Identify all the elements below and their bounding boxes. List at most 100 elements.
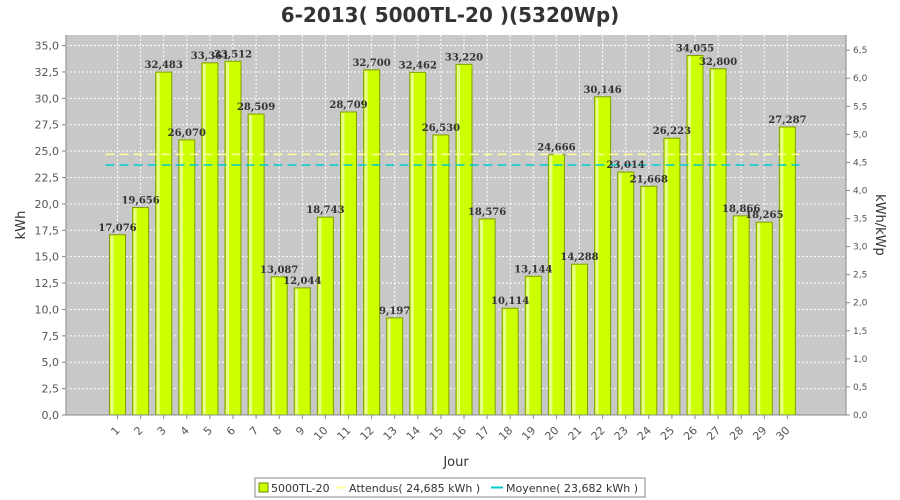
x-tick-label-7: 7 xyxy=(247,424,261,438)
bar-highlight-day-7 xyxy=(249,115,253,415)
bar-highlight-day-26 xyxy=(688,56,691,415)
data-label-day-13: 9,197 xyxy=(379,306,410,317)
y-tick-label-14: 35,0 xyxy=(35,40,60,53)
data-label-day-8: 13,087 xyxy=(260,265,298,276)
x-tick-label-3: 3 xyxy=(155,424,169,438)
bar-highlight-day-9 xyxy=(295,288,299,414)
chart-title: 6-2013( 5000TL-20 )(5320Wp) xyxy=(281,3,620,27)
data-label-day-1: 17,076 xyxy=(98,223,136,234)
bar-highlight-day-12 xyxy=(364,70,368,414)
bar-highlight-day-13 xyxy=(387,318,391,414)
data-label-day-5: 33,361 xyxy=(191,51,229,62)
bar-highlight-day-3 xyxy=(156,73,160,414)
x-tick-label-8: 8 xyxy=(270,424,284,438)
bar-highlight-day-6 xyxy=(226,62,229,415)
y-tick-label-4: 10,0 xyxy=(35,303,60,316)
x-tick-label-21: 21 xyxy=(566,424,585,443)
data-label-day-16: 33,220 xyxy=(445,52,483,63)
y-axis-ticks: 0,0 2,5 5,0 7,5 10,0 12,5 15,0 17,5 20,0 22,5 25,0… xyxy=(35,40,66,422)
data-label-day-14: 32,462 xyxy=(399,60,437,71)
x-tick-label-23: 23 xyxy=(612,424,631,443)
bar-highlight-day-10 xyxy=(318,218,322,414)
y-right-tick-label-1: 0,5 xyxy=(853,383,867,393)
x-tick-label-15: 15 xyxy=(427,424,446,443)
x-tick-label-9: 9 xyxy=(293,424,307,438)
data-label-day-4: 26,070 xyxy=(168,128,206,139)
y-tick-label-11: 27,5 xyxy=(35,119,60,132)
x-tick-label-30: 30 xyxy=(773,424,792,443)
x-tick-label-26: 26 xyxy=(681,424,700,443)
x-tick-label-24: 24 xyxy=(635,424,654,443)
y-right-tick-label-0: 0,0 xyxy=(853,411,868,421)
x-tick-label-28: 28 xyxy=(727,424,746,443)
x-tick-label-18: 18 xyxy=(496,424,515,443)
data-label-day-21: 14,288 xyxy=(560,252,598,263)
y-tick-label-3: 7,5 xyxy=(42,330,60,343)
bar-highlight-day-16 xyxy=(457,65,460,414)
data-label-day-7: 28,509 xyxy=(237,102,275,113)
y-right-tick-label-10: 5,0 xyxy=(853,130,868,140)
x-tick-label-10: 10 xyxy=(311,424,330,443)
x-axis-title: Jour xyxy=(442,455,469,470)
bars xyxy=(109,55,796,416)
y-right-tick-label-8: 4,0 xyxy=(853,186,868,196)
data-label-day-2: 19,656 xyxy=(121,196,159,207)
bar-highlight-day-1 xyxy=(110,235,114,414)
y-tick-label-12: 30,0 xyxy=(35,92,60,105)
bar-highlight-day-19 xyxy=(526,277,530,414)
y-right-tick-label-6: 3,0 xyxy=(853,243,868,253)
bar-highlight-day-2 xyxy=(133,208,137,414)
data-label-day-25: 26,223 xyxy=(653,126,691,137)
bar-highlight-day-23 xyxy=(618,173,622,414)
x-tick-label-20: 20 xyxy=(542,424,561,443)
legend: 5000TL-20 Attendus( 24,685 kWh ) Moyenne… xyxy=(254,477,646,498)
bar-highlight-day-17 xyxy=(480,219,484,414)
data-label-day-6: 33,512 xyxy=(214,49,252,60)
bar-highlight-day-30 xyxy=(780,127,784,415)
y-right-tick-label-2: 1,0 xyxy=(853,355,868,365)
y-right-tick-label-5: 2,5 xyxy=(853,271,867,281)
y-tick-label-10: 25,0 xyxy=(35,145,60,158)
data-label-day-27: 32,800 xyxy=(699,57,737,68)
legend-label-bars: 5000TL-20 xyxy=(271,482,330,495)
data-label-day-29: 18,265 xyxy=(745,210,783,221)
y-right-tick-label-7: 3,5 xyxy=(853,215,867,225)
x-tick-label-27: 27 xyxy=(704,424,723,443)
data-label-day-15: 26,530 xyxy=(422,123,460,134)
y-right-tick-label-3: 1,5 xyxy=(853,327,867,337)
y-tick-label-7: 17,5 xyxy=(35,224,60,237)
x-tick-label-16: 16 xyxy=(450,424,469,443)
reference-lines xyxy=(105,153,800,166)
bar-highlight-day-15 xyxy=(433,135,437,414)
bar-highlight-day-5 xyxy=(202,63,206,414)
data-label-day-20: 24,666 xyxy=(537,143,575,154)
y-axis-right-ticks: 0,0 0,5 1,0 1,5 2,0 2,5 3,0 3,5 4,0 4,5 5,0 5,5 6,0 6… xyxy=(846,46,868,421)
data-label-day-26: 34,055 xyxy=(676,44,714,55)
y-tick-label-2: 5,0 xyxy=(42,356,60,369)
legend-label-average: Moyenne( 23,682 kWh ) xyxy=(506,482,638,495)
x-tick-label-11: 11 xyxy=(335,424,354,443)
y-tick-label-8: 20,0 xyxy=(35,198,60,211)
y-axis-title: kWh xyxy=(14,211,29,240)
y-right-tick-label-13: 6,5 xyxy=(853,46,867,56)
x-tick-label-25: 25 xyxy=(658,424,677,443)
x-tick-label-5: 5 xyxy=(201,424,215,438)
data-label-day-3: 32,483 xyxy=(145,60,183,71)
bar-highlight-day-27 xyxy=(711,69,715,415)
x-tick-label-19: 19 xyxy=(519,424,538,443)
bar-highlight-day-20 xyxy=(549,155,553,415)
x-axis-ticks: 1 2 3 4 5 6 7 8 9 10 11 12 13 14 15 16 17 18 19 20 21 22 23 24 2… xyxy=(108,415,793,443)
legend-swatch-bars xyxy=(258,482,269,493)
bar-highlight-day-8 xyxy=(272,277,276,414)
data-label-day-17: 18,576 xyxy=(468,207,506,218)
y-tick-label-9: 22,5 xyxy=(35,172,60,185)
data-label-day-30: 27,287 xyxy=(768,115,806,126)
y-right-tick-label-9: 4,5 xyxy=(853,158,867,168)
y-tick-label-1: 2,5 xyxy=(42,383,60,396)
y-tick-label-5: 12,5 xyxy=(35,277,60,290)
data-label-day-24: 21,668 xyxy=(630,174,668,185)
legend-box xyxy=(254,477,646,498)
x-tick-label-12: 12 xyxy=(358,424,377,443)
bar-highlight-day-28 xyxy=(734,216,738,414)
